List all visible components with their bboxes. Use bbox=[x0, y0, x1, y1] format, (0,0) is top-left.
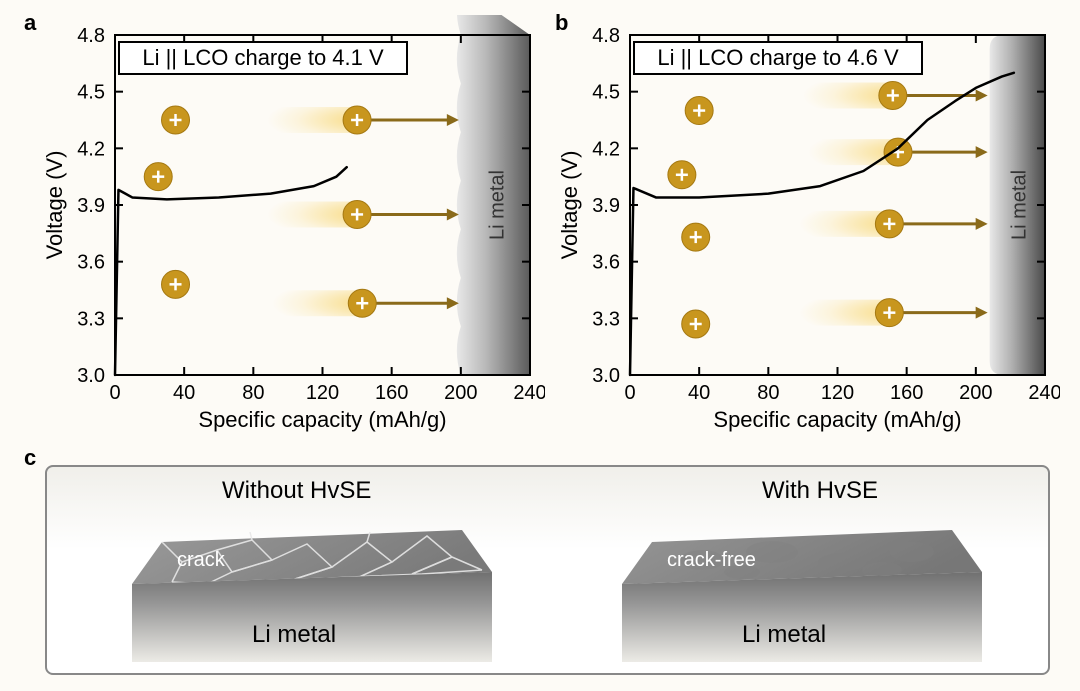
y-tick-label: 4.5 bbox=[592, 82, 620, 104]
slab-right: crack-free Li metal bbox=[612, 512, 982, 672]
x-tick-label: 120 bbox=[306, 382, 339, 404]
ion-arrow-head bbox=[447, 114, 459, 126]
x-tick-label: 40 bbox=[173, 382, 195, 404]
x-tick-label: 240 bbox=[1028, 382, 1060, 404]
x-tick-label: 240 bbox=[513, 382, 545, 404]
slab-right-side bbox=[622, 572, 982, 662]
y-tick-label: 3.0 bbox=[592, 365, 620, 387]
y-tick-label: 3.3 bbox=[592, 308, 620, 330]
slab-left-side bbox=[132, 572, 492, 662]
ion-arrow-head bbox=[976, 146, 988, 158]
y-tick-label: 3.3 bbox=[77, 308, 105, 330]
chart-a-svg: Li metal 0 40 80 120 160 200 240 3.0 3.3 3.6 3.9 4.2… bbox=[40, 15, 545, 445]
chart-b-title-text: Li || LCO charge to 4.6 V bbox=[657, 45, 898, 71]
slab-left-surface-label: crack bbox=[177, 549, 226, 571]
y-tick-label: 3.0 bbox=[77, 365, 105, 387]
li-metal-label: Li metal bbox=[486, 170, 508, 240]
y-tick-label: 4.2 bbox=[77, 138, 105, 160]
x-axis-title: Specific capacity (mAh/g) bbox=[198, 407, 446, 432]
x-axis-title: Specific capacity (mAh/g) bbox=[713, 407, 961, 432]
x-tick-label: 40 bbox=[688, 382, 710, 404]
ion-arrow-head bbox=[976, 307, 988, 319]
x-tick-label: 120 bbox=[821, 382, 854, 404]
slab-left-base-label: Li metal bbox=[252, 621, 336, 648]
x-tick-label: 0 bbox=[624, 382, 635, 404]
chart-a: Li metal 0 40 80 120 160 200 240 3.0 3.3 3.6 3.9 4.2… bbox=[40, 15, 545, 445]
slab-right-base-label: Li metal bbox=[742, 621, 826, 648]
y-tick-label: 3.9 bbox=[77, 195, 105, 217]
chart-a-title-text: Li || LCO charge to 4.1 V bbox=[142, 45, 383, 71]
x-tick-label: 80 bbox=[757, 382, 779, 404]
y-tick-label: 4.5 bbox=[77, 82, 105, 104]
slab-left: crack Li metal bbox=[122, 512, 492, 672]
y-tick-label: 3.6 bbox=[77, 252, 105, 274]
y-tick-label: 4.8 bbox=[77, 25, 105, 47]
y-tick-label: 4.8 bbox=[592, 25, 620, 47]
ion-arrow-head bbox=[976, 218, 988, 230]
chart-b-svg: Li metal 0 40 80 120 160 200 240 3.0 3.3 3.6 3.9 4.2… bbox=[555, 15, 1060, 445]
y-axis-title: Voltage (V) bbox=[557, 151, 582, 260]
panel-c-left-title: Without HvSE bbox=[222, 477, 371, 505]
x-tick-label: 80 bbox=[242, 382, 264, 404]
chart-a-title-box: Li || LCO charge to 4.1 V bbox=[118, 41, 408, 75]
slab-right-surface-label: crack-free bbox=[667, 549, 756, 571]
y-tick-label: 4.2 bbox=[592, 138, 620, 160]
x-tick-label: 160 bbox=[375, 382, 408, 404]
ion-arrow-head bbox=[976, 89, 988, 101]
li-metal-label: Li metal bbox=[1008, 170, 1030, 240]
panel-c-box: Without HvSE With HvSE bbox=[45, 465, 1050, 675]
y-tick-label: 3.6 bbox=[592, 252, 620, 274]
panel-c-right-title: With HvSE bbox=[762, 477, 878, 505]
panel-c-label: c bbox=[24, 445, 36, 471]
y-axis-title: Voltage (V) bbox=[42, 151, 67, 260]
x-tick-label: 200 bbox=[959, 382, 992, 404]
x-tick-label: 160 bbox=[890, 382, 923, 404]
x-tick-label: 0 bbox=[109, 382, 120, 404]
voltage-curve bbox=[115, 167, 347, 375]
panel-a-label: a bbox=[24, 10, 36, 36]
x-tick-label: 200 bbox=[444, 382, 477, 404]
chart-b-title-box: Li || LCO charge to 4.6 V bbox=[633, 41, 923, 75]
chart-b: Li metal 0 40 80 120 160 200 240 3.0 3.3 3.6 3.9 4.2… bbox=[555, 15, 1060, 445]
y-tick-label: 3.9 bbox=[592, 195, 620, 217]
